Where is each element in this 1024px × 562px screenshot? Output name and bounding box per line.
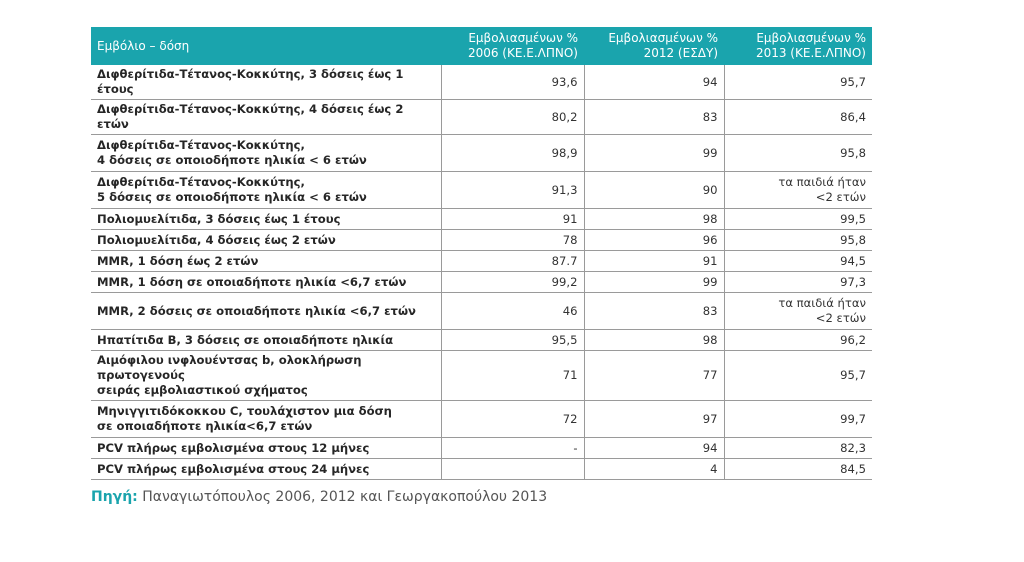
cell-2012: 94 xyxy=(583,65,724,100)
cell-2013: 99,7 xyxy=(723,400,872,438)
table-row: Διφθερίτιδα-Τέτανος-Κοκκύτης, 5 δόσεις σε… xyxy=(91,171,872,209)
row-label: Διφθερίτιδα-Τέτανος-Κοκκύτης, 5 δόσεις σε… xyxy=(91,171,441,209)
cell-2013: 95,7 xyxy=(723,350,872,401)
row-label: Διφθερίτιδα-Τέτανος-Κοκκύτης, 4 δόσεις σε… xyxy=(91,134,441,172)
row-label: Πολιομυελίτιδα, 4 δόσεις έως 2 ετών xyxy=(91,229,441,251)
cell-2006: 80,2 xyxy=(440,99,584,135)
row-label: Μηνιγγιτιδόκοκκου C, τουλάχιστον μια δόσ… xyxy=(91,400,441,438)
cell-2006: 78 xyxy=(440,229,584,251)
cell-2006: 98,9 xyxy=(440,134,584,172)
cell-2012: 99 xyxy=(583,271,724,293)
table-row: Διφθερίτιδα-Τέτανος-Κοκκύτης, 4 δόσεις σε… xyxy=(91,134,872,172)
cell-2013: 95,8 xyxy=(723,229,872,251)
row-label: PCV πλήρως εμβολισμένα στους 24 μήνες xyxy=(91,458,441,480)
table-row: Πολιομυελίτιδα, 3 δόσεις έως 1 έτους 91 98… xyxy=(91,208,872,230)
vaccination-table-container: Εμβόλιο – δόση Εμβολιασμένων % 2006 (ΚΕ.Ε… xyxy=(91,27,872,480)
cell-2013: 97,3 xyxy=(723,271,872,293)
cell-2006: 72 xyxy=(440,400,584,438)
cell-2012: 77 xyxy=(583,350,724,401)
cell-2013: 95,7 xyxy=(723,65,872,100)
cell-2006: 93,6 xyxy=(440,65,584,100)
cell-2012: 83 xyxy=(583,292,724,330)
table-row: Διφθερίτιδα-Τέτανος-Κοκκύτης, 4 δόσεις έ… xyxy=(91,99,872,135)
cell-2013: 86,4 xyxy=(723,99,872,135)
source-label: Πηγή: xyxy=(91,489,138,505)
table-row: MMR, 1 δόση σε οποιαδήποτε ηλικία <6,7 ε… xyxy=(91,271,872,293)
row-label: MMR, 1 δόση σε οποιαδήποτε ηλικία <6,7 ε… xyxy=(91,271,441,293)
vaccination-table: Εμβόλιο – δόση Εμβολιασμένων % 2006 (ΚΕ.Ε… xyxy=(91,27,872,480)
cell-2013: τα παιδιά ήταν <2 ετών xyxy=(723,171,872,209)
cell-2006: - xyxy=(440,437,584,459)
cell-2006: 91 xyxy=(440,208,584,230)
header-2012: Εμβολιασμένων % 2012 (ΕΣΔΥ) xyxy=(584,27,724,65)
table-row: PCV πλήρως εμβολισμένα στους 24 μήνες 4 84… xyxy=(91,458,872,480)
cell-2006: 46 xyxy=(440,292,584,330)
row-label: PCV πλήρως εμβολισμένα στους 12 μήνες xyxy=(91,437,441,459)
cell-2013: 84,5 xyxy=(723,458,872,480)
source-text: Παναγιωτόπουλος 2006, 2012 και Γεωργακοπ… xyxy=(142,489,548,505)
row-label: Ηπατίτιδα B, 3 δόσεις σε οποιαδήποτε ηλι… xyxy=(91,329,441,351)
cell-2012: 99 xyxy=(583,134,724,172)
table-row: MMR, 2 δόσεις σε οποιαδήποτε ηλικία <6,7… xyxy=(91,292,872,330)
cell-2013: 96,2 xyxy=(723,329,872,351)
cell-2013: 94,5 xyxy=(723,250,872,272)
row-label: MMR, 2 δόσεις σε οποιαδήποτε ηλικία <6,7… xyxy=(91,292,441,330)
table-row: Πολιομυελίτιδα, 4 δόσεις έως 2 ετών 78 96 9… xyxy=(91,229,872,251)
cell-2012: 4 xyxy=(583,458,724,480)
row-label: Αιμόφιλου ινφλουέντσας b, ολοκλήρωση πρω… xyxy=(91,350,441,401)
table-row: MMR, 1 δόση έως 2 ετών 87.7 91 94,5 xyxy=(91,250,872,272)
row-label: Διφθερίτιδα-Τέτανος-Κοκκύτης, 3 δόσεις έ… xyxy=(91,65,441,100)
cell-2013: 99,5 xyxy=(723,208,872,230)
cell-2006: 71 xyxy=(440,350,584,401)
table-row: Διφθερίτιδα-Τέτανος-Κοκκύτης, 3 δόσεις έ… xyxy=(91,65,872,100)
cell-2012: 91 xyxy=(583,250,724,272)
cell-2006: 91,3 xyxy=(440,171,584,209)
cell-2012: 98 xyxy=(583,208,724,230)
row-label: Πολιομυελίτιδα, 3 δόσεις έως 1 έτους xyxy=(91,208,441,230)
cell-2012: 83 xyxy=(583,99,724,135)
table-header-row: Εμβόλιο – δόση Εμβολιασμένων % 2006 (ΚΕ.Ε… xyxy=(91,27,872,65)
table-row: Αιμόφιλου ινφλουέντσας b, ολοκλήρωση πρω… xyxy=(91,350,872,401)
cell-2006: 95,5 xyxy=(440,329,584,351)
header-2006: Εμβολιασμένων % 2006 (ΚΕ.Ε.ΛΠΝΟ) xyxy=(441,27,584,65)
row-label: MMR, 1 δόση έως 2 ετών xyxy=(91,250,441,272)
cell-2013: τα παιδιά ήταν <2 ετών xyxy=(723,292,872,330)
cell-2012: 90 xyxy=(583,171,724,209)
cell-2006: 99,2 xyxy=(440,271,584,293)
row-label: Διφθερίτιδα-Τέτανος-Κοκκύτης, 4 δόσεις έ… xyxy=(91,99,441,135)
table-row: Ηπατίτιδα B, 3 δόσεις σε οποιαδήποτε ηλι… xyxy=(91,329,872,351)
cell-2013: 82,3 xyxy=(723,437,872,459)
table-body: Διφθερίτιδα-Τέτανος-Κοκκύτης, 3 δόσεις έ… xyxy=(91,65,872,480)
cell-2012: 97 xyxy=(583,400,724,438)
table-row: Μηνιγγιτιδόκοκκου C, τουλάχιστον μια δόσ… xyxy=(91,400,872,438)
cell-2012: 98 xyxy=(583,329,724,351)
source-note: Πηγή: Παναγιωτόπουλος 2006, 2012 και Γεω… xyxy=(91,489,547,505)
cell-2006 xyxy=(440,458,584,480)
cell-2012: 96 xyxy=(583,229,724,251)
cell-2006: 87.7 xyxy=(440,250,584,272)
cell-2012: 94 xyxy=(583,437,724,459)
cell-2013: 95,8 xyxy=(723,134,872,172)
header-vaccine-dose: Εμβόλιο – δόση xyxy=(91,27,441,65)
header-2013: Εμβολιασμένων % 2013 (ΚΕ.Ε.ΛΠΝΟ) xyxy=(724,27,872,65)
table-row: PCV πλήρως εμβολισμένα στους 12 μήνες -94… xyxy=(91,437,872,459)
